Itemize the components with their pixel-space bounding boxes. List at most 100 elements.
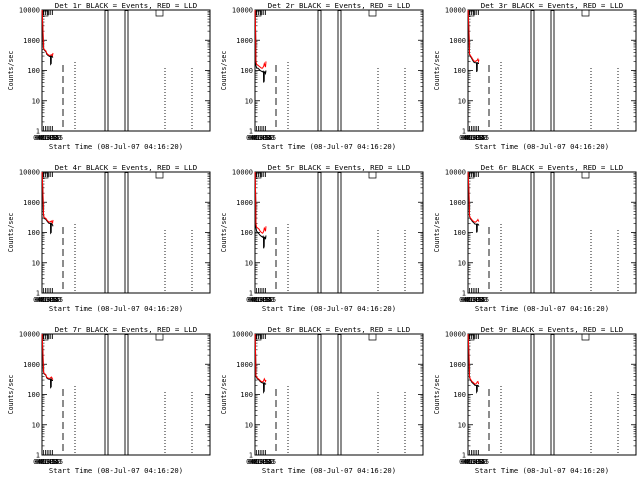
y-tick-label: 1000	[23, 361, 40, 369]
x-tick-label: 05:30	[253, 134, 274, 142]
x-tick-label: 04:45	[248, 458, 269, 466]
x-tick-label: 05:15	[38, 134, 59, 142]
y-tick-label: 10000	[445, 7, 466, 15]
x-tick-label: 05:15	[38, 458, 59, 466]
plot-frame	[41, 171, 211, 294]
panel-title: Det 8r BLACK = Events, RED = LLD	[268, 325, 410, 334]
y-tick-label: 1	[36, 290, 40, 298]
y-tick-label: 100	[240, 391, 253, 399]
top-marker	[155, 334, 164, 341]
x-tick-label: 05:00	[37, 458, 58, 466]
y-tick-label: 10000	[19, 169, 40, 177]
plot-frame	[467, 9, 637, 132]
y-axis-label: Counts/sec	[220, 375, 228, 415]
corner-marker	[468, 172, 475, 179]
panel-det-4: Det 4r BLACK = Events, RED = LLD 1 10 100 10…	[7, 163, 211, 313]
plot-frame	[467, 333, 637, 456]
x-tick-label: 04:45	[35, 296, 56, 304]
x-tick-label: 05:00	[250, 134, 271, 142]
x-tick-label: 05:15	[251, 134, 272, 142]
x-tick-label: 05:00	[463, 134, 484, 142]
y-tick-label: 1000	[236, 37, 253, 45]
x-tick-label: 05:30	[40, 458, 61, 466]
y-tick-label: 10000	[445, 331, 466, 339]
y-tick-label: 100	[27, 391, 40, 399]
x-tick-label: 05:30	[466, 458, 487, 466]
top-marker	[581, 172, 590, 179]
x-tick-label: 05:00	[37, 296, 58, 304]
x-tick-label: 04:45	[35, 134, 56, 142]
x-tick-label: 05:15	[464, 296, 485, 304]
x-tick-label: 05:45	[42, 458, 63, 466]
x-tick-label: 05:45	[42, 134, 63, 142]
x-tick-label: 05:30	[40, 134, 61, 142]
x-tick-label: 04:30	[246, 296, 267, 304]
events-series-line	[254, 171, 267, 249]
plot-frame	[254, 333, 424, 456]
y-tick-label: 1	[249, 452, 253, 460]
top-marker	[155, 10, 164, 17]
y-tick-label: 10	[245, 97, 253, 105]
y-tick-label: 10000	[19, 7, 40, 15]
y-tick-label: 100	[240, 67, 253, 75]
plot-frame	[254, 9, 424, 132]
events-series-line	[254, 333, 267, 394]
x-tick-label: 04:45	[248, 296, 269, 304]
y-tick-label: 100	[453, 229, 466, 237]
y-tick-label: 1000	[449, 199, 466, 207]
y-tick-label: 1000	[23, 199, 40, 207]
x-tick-label: 05:15	[464, 458, 485, 466]
lld-series-line	[467, 9, 480, 64]
x-tick-label: 04:30	[459, 296, 480, 304]
y-tick-label: 100	[240, 229, 253, 237]
y-tick-label: 1	[462, 128, 466, 136]
lld-series-line	[41, 9, 54, 57]
x-tick-label: 05:15	[464, 134, 485, 142]
y-axis-label: Counts/sec	[433, 213, 441, 253]
x-tick-label: 04:45	[461, 134, 482, 142]
y-tick-label: 100	[27, 67, 40, 75]
panel-title: Det 6r BLACK = Events, RED = LLD	[481, 163, 623, 172]
x-tick-label: 04:45	[35, 458, 56, 466]
corner-marker	[255, 10, 262, 17]
y-tick-label: 10	[32, 259, 40, 267]
x-axis-label: Start Time (08-Jul-07 04:16:20)	[475, 304, 609, 313]
x-axis-label: Start Time (08-Jul-07 04:16:20)	[262, 142, 396, 151]
panel-title: Det 1r BLACK = Events, RED = LLD	[55, 1, 197, 10]
y-tick-label: 1000	[236, 361, 253, 369]
panel-det-2: Det 2r BLACK = Events, RED = LLD 1 10 100 10…	[220, 1, 424, 151]
x-axis-label: Start Time (08-Jul-07 04:16:20)	[262, 466, 396, 475]
y-tick-label: 100	[453, 67, 466, 75]
y-tick-label: 100	[453, 391, 466, 399]
x-tick-label: 04:30	[459, 134, 480, 142]
panel-det-8: Det 8r BLACK = Events, RED = LLD 1 10 100 10…	[220, 325, 424, 475]
corner-marker	[42, 10, 49, 17]
x-axis-label: Start Time (08-Jul-07 04:16:20)	[49, 304, 183, 313]
x-axis-label: Start Time (08-Jul-07 04:16:20)	[475, 466, 609, 475]
y-axis-label: Counts/sec	[433, 51, 441, 91]
y-axis-label: Counts/sec	[7, 51, 15, 91]
y-axis-label: Counts/sec	[433, 375, 441, 415]
y-tick-label: 10	[32, 421, 40, 429]
y-tick-label: 10	[245, 421, 253, 429]
y-axis-label: Counts/sec	[7, 375, 15, 415]
panel-title: Det 7r BLACK = Events, RED = LLD	[55, 325, 197, 334]
x-tick-label: 05:45	[468, 134, 489, 142]
plot-frame	[41, 333, 211, 456]
lld-series-line	[41, 333, 54, 381]
lld-series-line	[254, 333, 267, 383]
x-tick-label: 05:00	[463, 296, 484, 304]
x-tick-label: 05:45	[255, 296, 276, 304]
panel-title: Det 2r BLACK = Events, RED = LLD	[268, 1, 410, 10]
x-tick-label: 04:30	[33, 458, 54, 466]
top-marker	[368, 10, 377, 17]
events-series-line	[254, 9, 267, 83]
panel-det-1: Det 1r BLACK = Events, RED = LLD 1 10 100 10…	[7, 1, 211, 151]
x-tick-label: 04:30	[33, 134, 54, 142]
top-marker	[581, 10, 590, 17]
y-tick-label: 10	[32, 97, 40, 105]
y-tick-label: 1	[36, 452, 40, 460]
x-tick-label: 05:00	[37, 134, 58, 142]
y-tick-label: 1	[462, 290, 466, 298]
lld-series-line	[254, 171, 267, 234]
